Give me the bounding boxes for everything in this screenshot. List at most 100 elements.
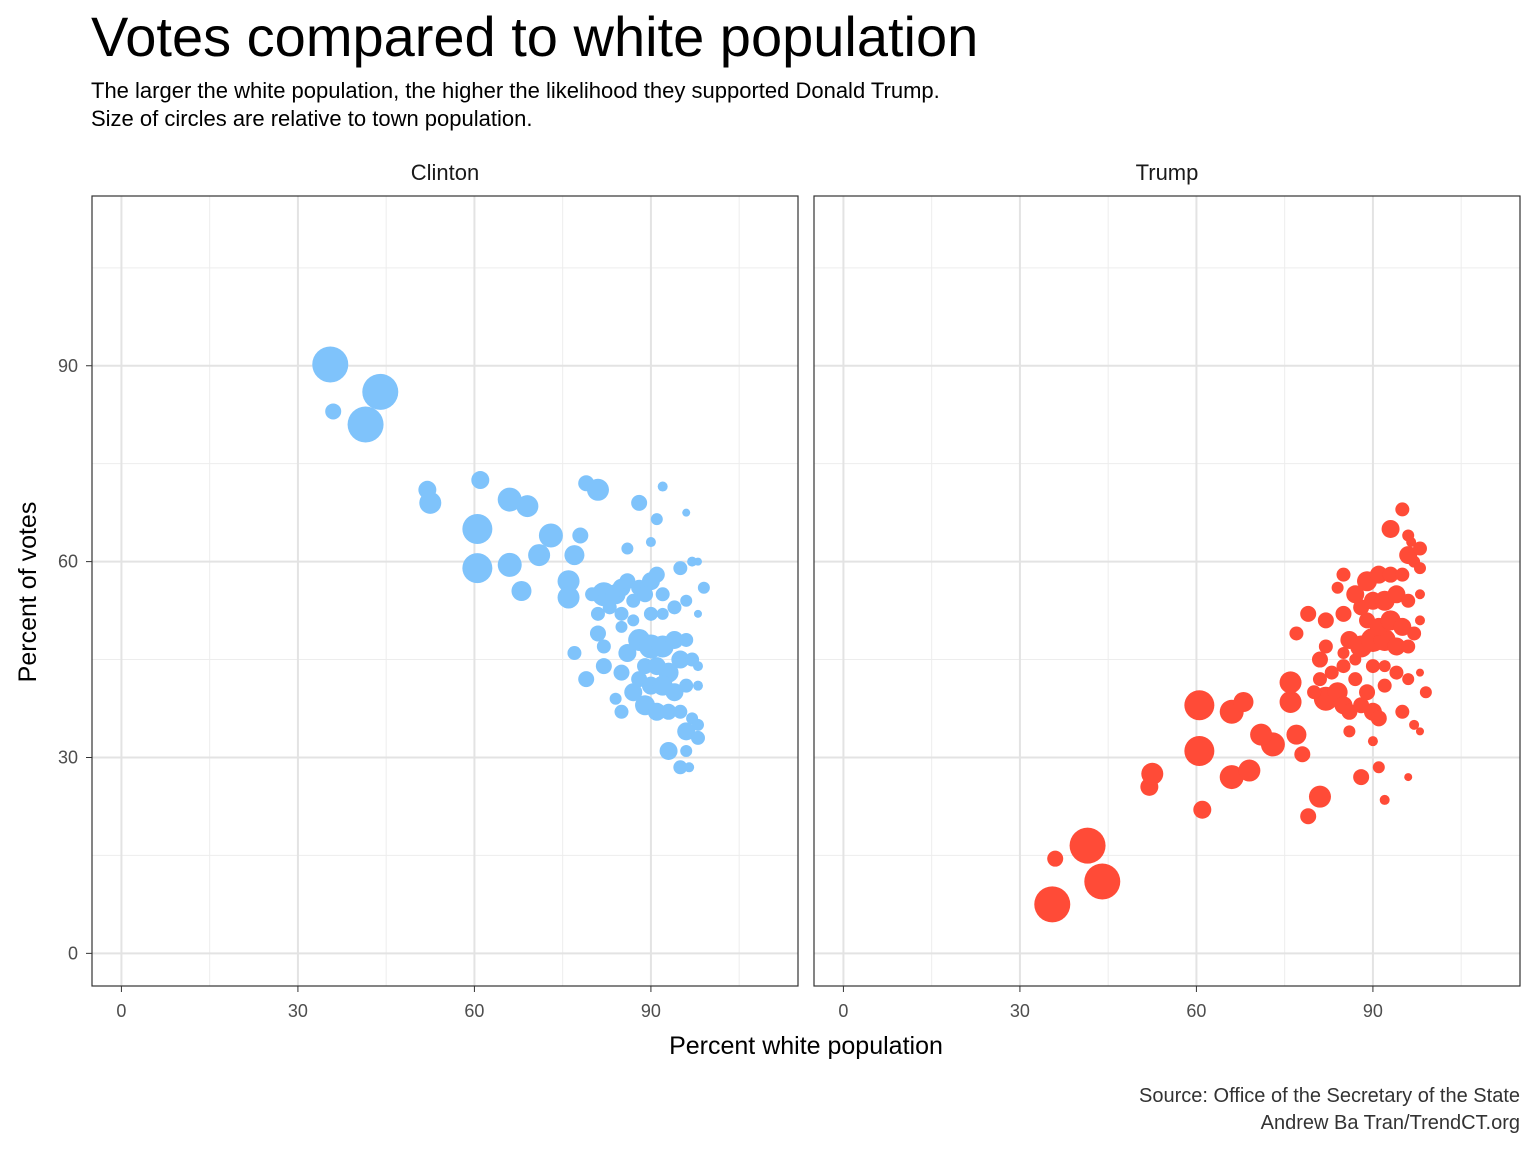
data-point bbox=[497, 552, 522, 577]
data-point bbox=[1311, 651, 1328, 668]
data-point bbox=[589, 625, 606, 642]
data-point bbox=[471, 471, 490, 490]
panel-background bbox=[92, 196, 798, 986]
data-point bbox=[671, 650, 690, 669]
data-point bbox=[1387, 637, 1406, 656]
x-tick-label: 30 bbox=[1010, 1001, 1030, 1021]
data-point bbox=[511, 581, 532, 601]
data-point bbox=[648, 566, 665, 583]
data-point bbox=[528, 544, 551, 567]
data-point bbox=[1353, 769, 1370, 786]
data-point bbox=[1413, 562, 1426, 575]
data-point bbox=[1415, 668, 1424, 677]
data-point bbox=[693, 557, 702, 566]
facet-trump: 0 30 60 90 Trump bbox=[813, 160, 1521, 1021]
data-point bbox=[1069, 827, 1106, 864]
data-point bbox=[1401, 639, 1416, 654]
data-point bbox=[627, 614, 640, 627]
data-point bbox=[1286, 724, 1307, 745]
data-point bbox=[1047, 850, 1064, 867]
data-point bbox=[693, 609, 702, 618]
data-point bbox=[619, 573, 636, 590]
data-point bbox=[656, 607, 669, 620]
data-point bbox=[692, 661, 703, 672]
data-point bbox=[572, 527, 589, 544]
data-point bbox=[1412, 541, 1427, 556]
data-point bbox=[631, 494, 648, 511]
data-point bbox=[1279, 690, 1302, 713]
data-point bbox=[1369, 565, 1388, 584]
data-point bbox=[687, 556, 698, 567]
facet-strip-label: Clinton bbox=[411, 160, 479, 185]
x-tick-label: 0 bbox=[116, 1001, 126, 1021]
data-point bbox=[596, 639, 611, 654]
data-point bbox=[1324, 665, 1339, 680]
data-point bbox=[602, 600, 617, 615]
data-point bbox=[1415, 727, 1424, 736]
panel-background bbox=[814, 196, 1520, 986]
data-point bbox=[1359, 684, 1376, 701]
data-point bbox=[660, 703, 677, 720]
data-point bbox=[1370, 710, 1387, 727]
data-point bbox=[1312, 672, 1327, 687]
data-point bbox=[667, 600, 682, 615]
data-point bbox=[1279, 671, 1302, 694]
data-point bbox=[637, 586, 654, 603]
data-point bbox=[1387, 585, 1406, 604]
data-point bbox=[647, 702, 666, 721]
data-point bbox=[1308, 785, 1331, 808]
data-point bbox=[497, 487, 522, 512]
data-point bbox=[1382, 566, 1399, 583]
data-point bbox=[1184, 690, 1215, 721]
data-point bbox=[578, 671, 595, 688]
facet-clinton: 0 30 60 90 0 30 60 90 Clinton bbox=[58, 160, 799, 1021]
facet-strip-label: Trump bbox=[1136, 160, 1199, 185]
data-point bbox=[618, 644, 637, 663]
data-point bbox=[1341, 703, 1358, 720]
data-point bbox=[1250, 723, 1273, 746]
data-point bbox=[1336, 659, 1351, 674]
data-point bbox=[1379, 794, 1390, 805]
y-tick-label: 60 bbox=[58, 552, 78, 572]
data-point bbox=[1372, 761, 1385, 774]
panel-border bbox=[91, 195, 799, 987]
data-point bbox=[1393, 617, 1412, 636]
x-axis-title: Percent white population bbox=[669, 1032, 943, 1060]
data-point bbox=[1238, 759, 1261, 782]
data-point bbox=[585, 587, 600, 602]
x-tick-label: 30 bbox=[288, 1001, 308, 1021]
data-point bbox=[621, 542, 634, 555]
x-tick-label: 60 bbox=[464, 1001, 484, 1021]
data-point bbox=[1395, 502, 1410, 517]
data-point bbox=[1409, 719, 1420, 730]
data-point bbox=[462, 553, 493, 584]
data-point bbox=[697, 581, 710, 594]
data-point bbox=[516, 495, 539, 518]
data-point bbox=[1401, 593, 1416, 608]
data-point bbox=[1184, 735, 1215, 766]
data-point bbox=[1395, 704, 1410, 719]
data-point bbox=[692, 680, 703, 691]
x-tick-label: 90 bbox=[641, 1001, 661, 1021]
data-point bbox=[1084, 863, 1121, 900]
data-point bbox=[1141, 762, 1164, 785]
data-point bbox=[626, 593, 641, 608]
data-point bbox=[682, 508, 691, 517]
data-point bbox=[362, 373, 399, 410]
data-point bbox=[1331, 581, 1344, 594]
caption-source: Source: Office of the Secretary of the S… bbox=[1139, 1085, 1520, 1107]
data-point bbox=[614, 606, 629, 621]
data-point bbox=[645, 537, 656, 548]
data-point bbox=[673, 760, 688, 775]
data-point bbox=[655, 587, 670, 602]
data-point bbox=[1367, 736, 1378, 747]
x-tick-label: 90 bbox=[1363, 1001, 1383, 1021]
data-point bbox=[1389, 665, 1404, 680]
data-point bbox=[679, 678, 694, 693]
data-point bbox=[615, 620, 628, 633]
data-point bbox=[673, 561, 688, 576]
data-point bbox=[1337, 647, 1350, 660]
data-point bbox=[1395, 567, 1410, 582]
data-point bbox=[1365, 659, 1380, 674]
